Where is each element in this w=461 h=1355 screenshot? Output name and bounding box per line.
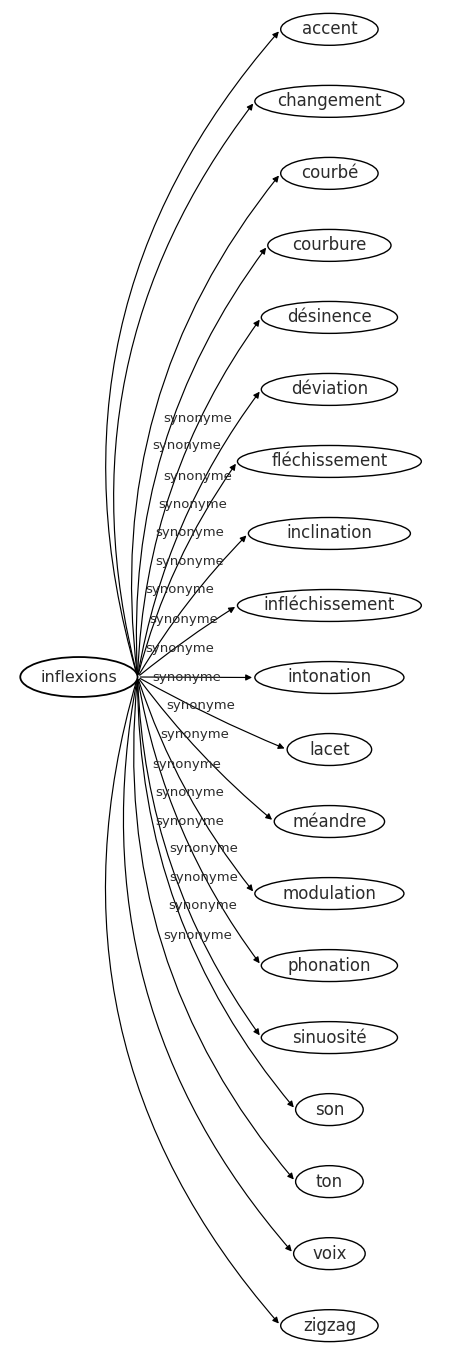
Text: changement: changement (277, 92, 382, 110)
Text: synonyme: synonyme (153, 757, 221, 771)
Ellipse shape (294, 1237, 365, 1270)
Text: synonyme: synonyme (158, 497, 227, 511)
Text: lacet: lacet (309, 741, 350, 759)
FancyArrowPatch shape (134, 680, 293, 1179)
Text: ton: ton (316, 1172, 343, 1191)
Ellipse shape (20, 657, 137, 696)
Text: accent: accent (301, 20, 357, 38)
Text: synonyme: synonyme (163, 412, 232, 425)
Text: synonyme: synonyme (155, 816, 224, 828)
Text: phonation: phonation (288, 957, 371, 974)
Ellipse shape (255, 85, 404, 118)
Text: synonyme: synonyme (153, 439, 221, 451)
Text: méandre: méandre (292, 813, 366, 831)
Ellipse shape (261, 301, 397, 333)
Ellipse shape (296, 1093, 363, 1126)
Text: intonation: intonation (287, 668, 372, 687)
FancyArrowPatch shape (138, 680, 259, 1034)
Text: synonyme: synonyme (145, 641, 214, 654)
FancyArrowPatch shape (131, 176, 278, 675)
Ellipse shape (287, 733, 372, 766)
FancyArrowPatch shape (138, 465, 235, 675)
Text: synonyme: synonyme (153, 671, 221, 684)
Ellipse shape (255, 878, 404, 909)
Text: synonyme: synonyme (170, 841, 238, 855)
FancyArrowPatch shape (124, 680, 291, 1251)
Text: synonyme: synonyme (163, 930, 232, 942)
Text: déviation: déviation (291, 381, 368, 398)
Ellipse shape (248, 518, 410, 549)
FancyArrowPatch shape (138, 393, 259, 675)
Text: courbé: courbé (301, 164, 358, 183)
Ellipse shape (261, 950, 397, 981)
Ellipse shape (281, 1310, 378, 1341)
Text: inclination: inclination (286, 524, 372, 542)
Text: synonyme: synonyme (155, 526, 224, 539)
Text: désinence: désinence (287, 309, 372, 327)
FancyArrowPatch shape (113, 104, 252, 675)
Ellipse shape (268, 229, 391, 262)
Ellipse shape (261, 1022, 397, 1054)
Text: zigzag: zigzag (303, 1317, 356, 1335)
FancyArrowPatch shape (137, 680, 293, 1107)
Ellipse shape (281, 157, 378, 190)
Ellipse shape (237, 446, 421, 477)
Text: synonyme: synonyme (160, 728, 230, 741)
Text: modulation: modulation (283, 885, 376, 902)
FancyArrowPatch shape (138, 680, 259, 962)
Ellipse shape (237, 589, 421, 622)
Ellipse shape (296, 1165, 363, 1198)
FancyArrowPatch shape (140, 607, 234, 675)
Ellipse shape (261, 374, 397, 405)
FancyArrowPatch shape (138, 680, 252, 890)
FancyArrowPatch shape (106, 33, 278, 675)
FancyArrowPatch shape (136, 249, 266, 675)
Ellipse shape (274, 806, 384, 837)
Ellipse shape (255, 661, 404, 694)
Text: voix: voix (312, 1245, 347, 1263)
Text: synonyme: synonyme (170, 870, 238, 883)
FancyArrowPatch shape (138, 321, 259, 675)
FancyArrowPatch shape (139, 537, 246, 675)
Text: synonyme: synonyme (150, 612, 219, 626)
Text: courbure: courbure (292, 236, 366, 255)
Text: inflexions: inflexions (41, 669, 117, 684)
Text: infléchissement: infléchissement (264, 596, 395, 614)
FancyArrowPatch shape (140, 679, 284, 748)
FancyArrowPatch shape (140, 675, 251, 680)
Text: synonyme: synonyme (155, 786, 224, 799)
FancyArrowPatch shape (139, 679, 271, 818)
Text: fléchissement: fléchissement (271, 453, 388, 470)
Text: synonyme: synonyme (163, 470, 232, 482)
Text: synonyme: synonyme (166, 699, 235, 713)
Text: sinuosité: sinuosité (292, 1028, 366, 1046)
Ellipse shape (281, 14, 378, 45)
Text: synonyme: synonyme (155, 556, 224, 568)
Text: synonyme: synonyme (169, 900, 237, 912)
Text: synonyme: synonyme (145, 583, 214, 596)
FancyArrowPatch shape (106, 680, 278, 1322)
Text: son: son (315, 1100, 344, 1119)
